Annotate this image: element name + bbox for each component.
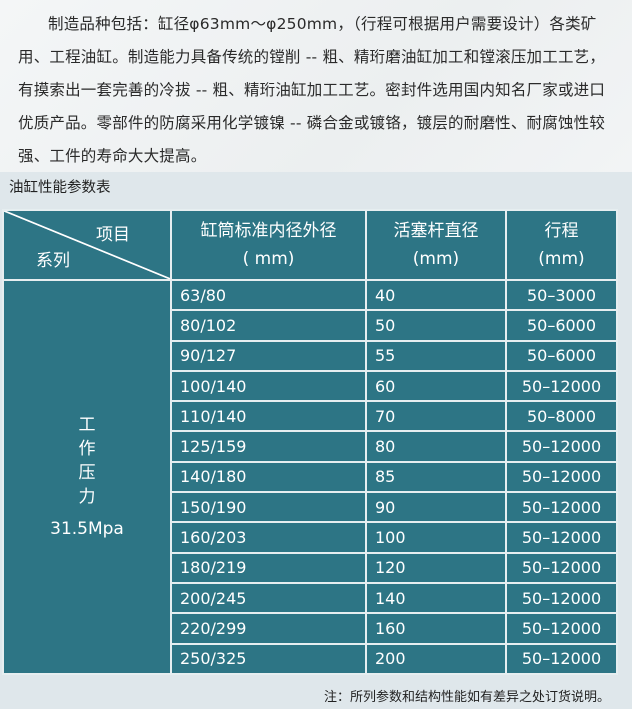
stroke-cell: 50–8000	[505, 400, 618, 433]
table-header: 项目 系列 缸筒标准内径外径( mm) 活塞杆直径 (mm) 行程 (mm)	[2, 209, 618, 281]
bore-cell: 90/127	[170, 339, 367, 372]
rod-cell: 70	[365, 400, 507, 433]
diagonal-header-cell: 项目 系列	[2, 209, 172, 281]
rod-cell: 40	[365, 278, 507, 312]
bore-cell: 150/190	[170, 491, 367, 524]
stroke-cell: 50–12000	[505, 521, 618, 554]
rod-cell: 80	[365, 430, 507, 463]
rod-cell: 100	[365, 521, 507, 554]
series-name: 工 作 压 力	[78, 414, 96, 507]
parameter-table: 项目 系列 缸筒标准内径外径( mm) 活塞杆直径 (mm) 行程 (mm) 工 作…	[2, 209, 618, 675]
bore-cell: 80/102	[170, 309, 367, 342]
stroke-cell: 50–6000	[505, 309, 618, 342]
bore-cell: 125/159	[170, 430, 367, 463]
header-rod: 活塞杆直径 (mm)	[365, 209, 507, 281]
stroke-cell: 50–3000	[505, 278, 618, 312]
bore-cell: 250/325	[170, 642, 367, 675]
header-stroke: 行程 (mm)	[505, 209, 618, 281]
rod-cell: 90	[365, 491, 507, 524]
stroke-cell: 50–12000	[505, 430, 618, 463]
rod-cell: 55	[365, 339, 507, 372]
stroke-cell: 50–12000	[505, 551, 618, 584]
table-row: 100/140 60 50–12000	[3, 369, 618, 403]
table-row: 220/299 160 50–12000	[3, 612, 618, 645]
table-row: 80/102 50 50–6000	[3, 309, 618, 342]
series-cell: 工 作 压 力 31.5Mpa	[2, 279, 172, 675]
header-bore: 缸筒标准内径外径( mm)	[170, 209, 367, 281]
table-row: 200/245 140 50–12000	[3, 581, 618, 615]
stroke-cell: 50–12000	[505, 581, 618, 615]
bore-cell: 110/140	[170, 400, 367, 433]
stroke-cell: 50–12000	[505, 642, 618, 675]
table-row: 150/190 90 50–12000	[3, 491, 618, 524]
bore-cell: 200/245	[170, 581, 367, 615]
bore-cell: 100/140	[170, 369, 367, 403]
table-row: 90/127 55 50–6000	[3, 339, 618, 372]
stroke-cell: 50–6000	[505, 339, 618, 372]
rod-cell: 160	[365, 612, 507, 645]
intro-text: 制造品种包括：缸径φ63mm～φ250mm，（行程可根据用户需要设计）各类矿用、…	[18, 15, 606, 165]
rod-cell: 120	[365, 551, 507, 584]
table-row: 160/203 100 50–12000	[3, 521, 618, 554]
table-row: 125/159 80 50–12000	[3, 430, 618, 463]
rod-cell: 50	[365, 309, 507, 342]
header-item: 项目	[96, 225, 130, 245]
table-row: 110/140 70 50–8000	[3, 400, 618, 433]
table-row: 工 作 压 力 31.5Mpa 63/80 40 50–3000	[2, 278, 618, 675]
bore-cell: 160/203	[170, 521, 367, 554]
header-series: 系列	[36, 251, 70, 271]
series-pressure: 31.5Mpa	[50, 518, 124, 539]
rod-cell: 85	[365, 460, 507, 494]
rod-cell: 60	[365, 369, 507, 403]
table-row: 180/219 120 50–12000	[3, 551, 618, 584]
intro-section: 制造品种包括：缸径φ63mm～φ250mm，（行程可根据用户需要设计）各类矿用、…	[0, 0, 632, 172]
table-row: 250/325 200 50–12000	[3, 642, 618, 675]
table-title: 油缸性能参数表	[9, 180, 111, 196]
rod-cell: 140	[365, 581, 507, 615]
bore-cell: 180/219	[170, 551, 367, 584]
stroke-cell: 50–12000	[505, 460, 618, 494]
stroke-cell: 50–12000	[505, 369, 618, 403]
stroke-cell: 50–12000	[505, 612, 618, 645]
bore-cell: 140/180	[170, 460, 367, 494]
stroke-cell: 50–12000	[505, 491, 618, 524]
rod-cell: 200	[365, 642, 507, 675]
bore-cell: 220/299	[170, 612, 367, 645]
table-row: 140/180 85 50–12000	[3, 460, 618, 494]
footnote: 注：所列参数和结构性能如有差异之处订货说明。	[323, 690, 610, 705]
bore-cell: 63/80	[170, 278, 367, 312]
